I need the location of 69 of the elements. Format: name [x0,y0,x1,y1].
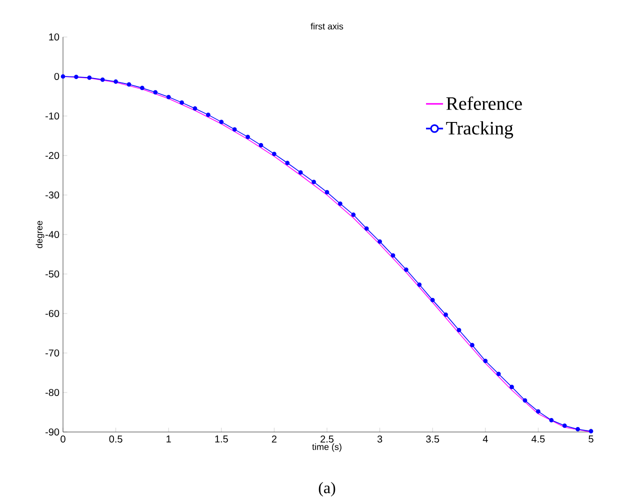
point [351,212,356,217]
point [298,170,303,175]
x-tick-label: 2 [272,436,276,442]
x-tick-label: 3 [377,436,382,443]
y-tick-label: -50 [46,270,60,278]
point [166,94,171,100]
y-tick-label: 0 [54,72,60,80]
x-tick-label: 1 [166,436,171,442]
point [324,190,330,194]
x-tick-label: 2.5 [320,436,334,443]
y-tick-label: -40 [46,230,60,238]
y-axis-title: degree [36,220,44,248]
point [588,429,594,434]
point [417,282,422,287]
point [272,152,276,156]
y-tick-label: 10 [49,33,60,41]
point [232,127,237,132]
point [219,120,224,124]
text: (a) [318,482,336,496]
x-tick-label: 4 [482,436,488,442]
point [444,312,448,317]
point [180,100,184,105]
x-tick-label: 5 [588,436,594,442]
chart-title: first axis [310,22,344,30]
point [192,106,198,111]
point [378,239,382,244]
point [522,398,528,403]
point [100,77,105,82]
point [364,226,369,231]
x-tick-label: 0 [60,436,66,443]
y-tick-label: -30 [46,191,60,199]
point [536,409,540,414]
point [456,328,462,332]
point [510,384,514,390]
y-tick-label: -70 [46,349,60,357]
point [470,342,474,348]
point [126,82,132,87]
point [74,74,78,80]
point [206,112,210,117]
point [140,86,144,90]
x-tick-label: 1.5 [215,436,228,442]
point [312,180,316,184]
x-tick-label: 4.5 [532,436,545,442]
point [114,79,118,84]
point [285,160,290,166]
point [549,418,554,422]
point [404,267,408,272]
y-tick-label: -10 [46,112,60,120]
point [496,372,501,376]
point [60,74,66,79]
y-tick-label: -90 [46,428,60,436]
point [338,201,342,206]
legend-label: Reference [446,96,522,110]
x-tick-label: 3.5 [426,436,440,443]
y-tick-label: -20 [46,152,60,160]
point [390,253,396,258]
point [258,143,264,148]
x-axis-title: time (s) [312,443,342,452]
point [246,134,250,140]
legend-label: Tracking [446,121,514,138]
x-tick-label: 0.5 [109,436,122,443]
point [430,298,435,302]
point [562,423,567,428]
point [87,75,92,80]
y-tick-label: -80 [46,388,60,396]
point [153,90,158,94]
point [576,427,580,432]
point [483,358,488,364]
y-tick-label: -60 [46,310,60,318]
